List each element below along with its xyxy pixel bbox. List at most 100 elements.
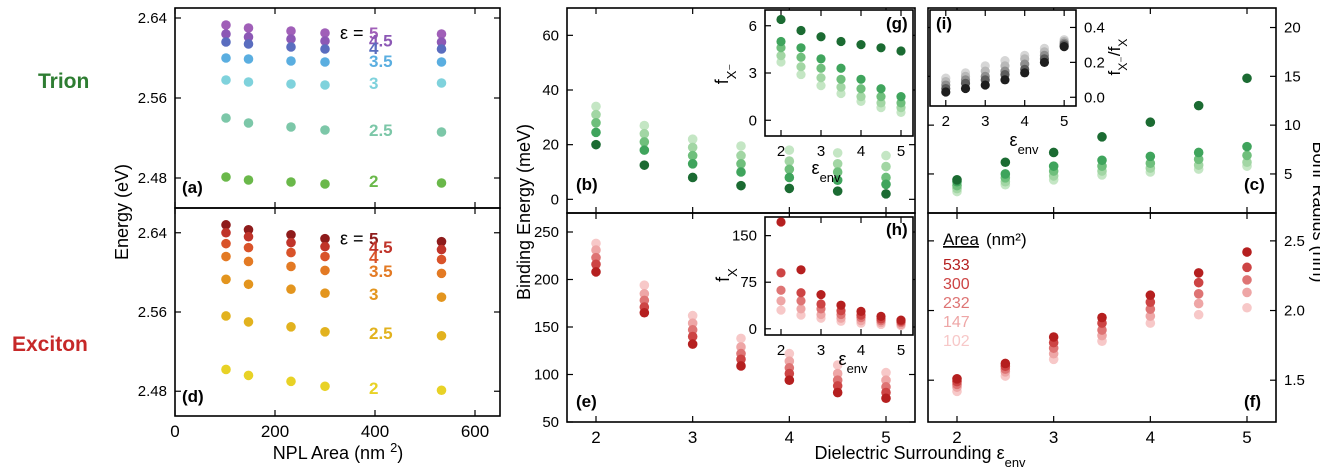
panel-g-point bbox=[876, 98, 886, 108]
panel-g-point bbox=[896, 46, 906, 56]
panel-c-point bbox=[1145, 151, 1156, 162]
panel-b-point bbox=[736, 167, 746, 177]
panel-g-point bbox=[856, 92, 866, 102]
panel-f-point bbox=[1193, 309, 1204, 320]
panel-a-point bbox=[320, 36, 330, 46]
panel-c-point bbox=[1145, 158, 1156, 169]
panel-d-eps-prefix: ε = bbox=[340, 229, 364, 249]
panel-g-ylabel: fX⁻ bbox=[712, 64, 739, 85]
panel-c-point bbox=[1193, 154, 1204, 165]
panel-d-eps-label: 2 bbox=[369, 379, 378, 398]
panel-c-point bbox=[1242, 150, 1252, 161]
panel-d-point bbox=[243, 224, 254, 235]
panel-i-xtick-label: 3 bbox=[981, 113, 989, 130]
panel-c-point bbox=[1097, 132, 1107, 142]
panel-b-point bbox=[736, 180, 746, 191]
panel-h-point bbox=[816, 290, 826, 300]
panel-e-point bbox=[881, 367, 891, 378]
panel-h-point bbox=[776, 285, 786, 295]
panel-e-xtick-label: 2 bbox=[591, 428, 600, 447]
panel-a-point bbox=[320, 57, 330, 67]
panel-g-point bbox=[836, 63, 846, 73]
panel-f-ytick-label: 1.5 bbox=[1284, 372, 1305, 389]
panel-i-frame bbox=[929, 9, 1077, 107]
panel-a-point bbox=[221, 37, 231, 47]
panel-f-point bbox=[1242, 275, 1252, 285]
panel-e-point bbox=[832, 368, 843, 379]
panel-d-point bbox=[286, 261, 296, 272]
panel-f-xtick-label: 3 bbox=[1049, 428, 1058, 447]
panel-a-point bbox=[221, 113, 231, 123]
panel-b-point bbox=[832, 148, 843, 158]
panel-a-label: (a) bbox=[182, 178, 203, 197]
panel-d-eps-label: 3.5 bbox=[369, 262, 393, 281]
panel-g-point bbox=[836, 82, 846, 92]
panel-h-point bbox=[796, 288, 806, 298]
panel-d-point bbox=[286, 284, 296, 295]
panel-a-point bbox=[320, 44, 330, 54]
panel-i-ytick-label: 0.4 bbox=[1084, 19, 1105, 36]
panel-c-point bbox=[1242, 157, 1252, 168]
panel-b-point bbox=[736, 150, 746, 161]
panel-b-point bbox=[784, 156, 795, 166]
panel-h-point bbox=[876, 311, 886, 321]
panel-e-point bbox=[687, 310, 698, 321]
panel-b-point bbox=[881, 189, 891, 199]
panel-b-point bbox=[687, 142, 698, 153]
panel-a-ytick-label: 2.64 bbox=[138, 10, 167, 27]
panel-b-point bbox=[784, 145, 795, 155]
panel-e-ytick-label: 50 bbox=[542, 414, 559, 431]
panel-e-point bbox=[784, 368, 795, 379]
panel-e-point bbox=[736, 354, 746, 365]
panel-e-point bbox=[639, 307, 650, 318]
panel-e-point bbox=[591, 238, 601, 249]
panel-g-point bbox=[776, 51, 786, 61]
panel-c-point bbox=[1048, 147, 1059, 158]
panel-f-legend-title: Area bbox=[943, 230, 979, 249]
panel-i-point bbox=[1039, 57, 1050, 67]
panel-b-point bbox=[832, 167, 843, 177]
panel-d-point bbox=[436, 268, 447, 279]
panel-a-point bbox=[243, 54, 254, 64]
panel-b-point bbox=[832, 159, 843, 169]
binding-energy-ylabel: Binding Energy (meV) bbox=[514, 124, 534, 300]
panel-c-point bbox=[952, 175, 962, 185]
panel-d-point bbox=[320, 241, 330, 252]
panel-b-ytick-label: 40 bbox=[542, 82, 559, 99]
panel-h-point bbox=[816, 299, 826, 309]
panel-h-point bbox=[776, 305, 786, 315]
panel-e-point bbox=[591, 252, 601, 263]
panel-a-eps-label: 2 bbox=[369, 172, 378, 191]
panel-g-point bbox=[856, 84, 866, 94]
exciton-row-label: Exciton bbox=[12, 333, 88, 356]
panel-a-eps-label: 5 bbox=[369, 24, 378, 43]
dielectric-xlabel: Dielectric Surrounding εenv bbox=[814, 443, 1026, 470]
panel-d-point bbox=[436, 244, 447, 255]
panel-f-point bbox=[1097, 312, 1107, 323]
panel-d-point bbox=[243, 256, 254, 267]
panel-a-point bbox=[436, 178, 447, 188]
panel-d-point bbox=[221, 251, 231, 262]
panel-c-point bbox=[1048, 161, 1059, 171]
panel-d-point bbox=[436, 292, 447, 302]
panel-c-ytick-label: 5 bbox=[1284, 166, 1292, 183]
panel-d-point bbox=[221, 311, 231, 321]
panel-b-point bbox=[687, 159, 698, 169]
panel-a-point bbox=[286, 56, 296, 66]
panel-f-legend-item: 300 bbox=[943, 276, 970, 293]
panel-d-point bbox=[221, 274, 231, 285]
panel-d-eps-label: 4.5 bbox=[369, 238, 393, 257]
panel-d-ytick-label: 2.64 bbox=[138, 225, 167, 242]
panel-f-point bbox=[952, 374, 962, 384]
panel-h-point bbox=[776, 217, 786, 227]
panel-g-point bbox=[776, 43, 786, 53]
panel-i-label: (i) bbox=[936, 14, 952, 33]
panel-f-legend-item: 102 bbox=[943, 333, 970, 350]
panel-d-point bbox=[243, 242, 254, 253]
panel-a-eps-label: 3 bbox=[369, 74, 378, 93]
panel-e-point bbox=[736, 361, 746, 371]
panel-i-xlabel: εenv bbox=[1010, 130, 1039, 157]
panel-b-point bbox=[736, 159, 746, 169]
panel-f-ytick-label: 2.5 bbox=[1284, 233, 1305, 250]
panel-a-eps-label: 4.5 bbox=[369, 32, 393, 51]
